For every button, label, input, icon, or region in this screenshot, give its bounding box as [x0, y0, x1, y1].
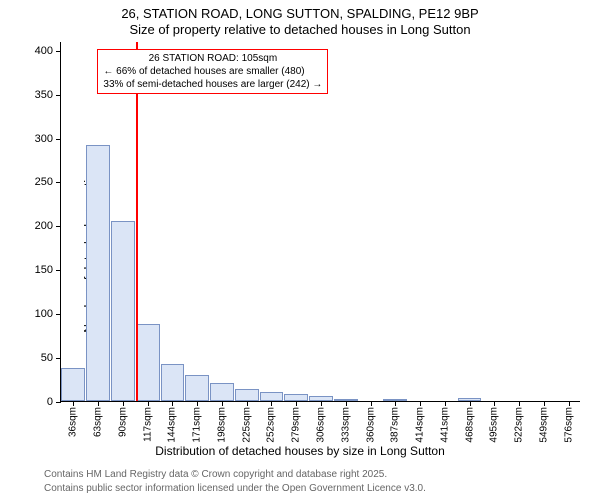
- footer-line-2: Contains public sector information licen…: [44, 483, 426, 494]
- xtick-label: 144sqm: [167, 407, 178, 443]
- histogram-bar: [111, 221, 135, 401]
- title-line-1: 26, STATION ROAD, LONG SUTTON, SPALDING,…: [0, 6, 600, 21]
- callout-text: 33% of semi-detached houses are larger (…: [103, 78, 322, 91]
- xtick-mark: [222, 401, 223, 406]
- xtick-label: 414sqm: [415, 407, 426, 443]
- xtick-mark: [98, 401, 99, 406]
- ytick-label: 300: [35, 133, 53, 145]
- ytick-label: 200: [35, 220, 53, 232]
- footer-line-1: Contains HM Land Registry data © Crown c…: [44, 469, 387, 480]
- xtick-label: 198sqm: [216, 407, 227, 443]
- plot-area: 05010015020025030035040036sqm63sqm90sqm1…: [60, 42, 580, 402]
- chart-container: 26, STATION ROAD, LONG SUTTON, SPALDING,…: [0, 0, 600, 500]
- histogram-bar: [136, 324, 160, 401]
- xtick-label: 36sqm: [68, 407, 79, 437]
- xtick-label: 441sqm: [439, 407, 450, 443]
- xtick-label: 252sqm: [266, 407, 277, 443]
- ytick-mark: [56, 270, 61, 271]
- xtick-mark: [123, 401, 124, 406]
- ytick-label: 400: [35, 45, 53, 57]
- xtick-label: 333sqm: [340, 407, 351, 443]
- xtick-mark: [247, 401, 248, 406]
- xtick-label: 63sqm: [93, 407, 104, 437]
- xtick-mark: [346, 401, 347, 406]
- xtick-mark: [470, 401, 471, 406]
- xtick-mark: [172, 401, 173, 406]
- title-line-2: Size of property relative to detached ho…: [0, 22, 600, 37]
- xtick-mark: [420, 401, 421, 406]
- callout-text: 26 STATION ROAD: 105sqm: [103, 52, 322, 65]
- xtick-mark: [271, 401, 272, 406]
- ytick-mark: [56, 139, 61, 140]
- histogram-bar: [284, 394, 308, 401]
- xtick-mark: [445, 401, 446, 406]
- xtick-label: 279sqm: [291, 407, 302, 443]
- callout-text: ← 66% of detached houses are smaller (48…: [103, 65, 322, 78]
- ytick-label: 0: [47, 396, 53, 408]
- xtick-mark: [296, 401, 297, 406]
- xtick-mark: [519, 401, 520, 406]
- xtick-mark: [321, 401, 322, 406]
- xtick-label: 171sqm: [192, 407, 203, 443]
- histogram-bar: [161, 364, 185, 401]
- ytick-label: 50: [41, 352, 53, 364]
- xtick-mark: [395, 401, 396, 406]
- xtick-label: 90sqm: [117, 407, 128, 437]
- xtick-label: 306sqm: [316, 407, 327, 443]
- histogram-bar: [185, 375, 209, 401]
- xtick-label: 360sqm: [365, 407, 376, 443]
- x-axis-label: Distribution of detached houses by size …: [0, 444, 600, 458]
- plot-inner: 05010015020025030035040036sqm63sqm90sqm1…: [60, 42, 580, 402]
- ytick-mark: [56, 51, 61, 52]
- histogram-bar: [61, 368, 85, 401]
- histogram-bar: [235, 389, 259, 401]
- ytick-label: 350: [35, 89, 53, 101]
- ytick-mark: [56, 402, 61, 403]
- xtick-mark: [371, 401, 372, 406]
- ytick-mark: [56, 226, 61, 227]
- histogram-bar: [260, 392, 284, 401]
- xtick-label: 522sqm: [514, 407, 525, 443]
- xtick-label: 225sqm: [241, 407, 252, 443]
- callout-box: 26 STATION ROAD: 105sqm← 66% of detached…: [97, 49, 328, 94]
- xtick-mark: [494, 401, 495, 406]
- ytick-label: 250: [35, 176, 53, 188]
- xtick-mark: [148, 401, 149, 406]
- marker-line: [136, 42, 138, 401]
- ytick-mark: [56, 95, 61, 96]
- xtick-label: 117sqm: [142, 407, 153, 442]
- xtick-label: 576sqm: [563, 407, 574, 443]
- xtick-mark: [197, 401, 198, 406]
- ytick-label: 150: [35, 264, 53, 276]
- xtick-label: 549sqm: [538, 407, 549, 443]
- xtick-mark: [73, 401, 74, 406]
- xtick-label: 468sqm: [464, 407, 475, 443]
- xtick-mark: [544, 401, 545, 406]
- ytick-label: 100: [35, 308, 53, 320]
- xtick-label: 387sqm: [390, 407, 401, 443]
- ytick-mark: [56, 358, 61, 359]
- histogram-bar: [210, 383, 234, 401]
- histogram-bar: [86, 145, 110, 401]
- xtick-label: 495sqm: [489, 407, 500, 443]
- ytick-mark: [56, 314, 61, 315]
- ytick-mark: [56, 182, 61, 183]
- xtick-mark: [569, 401, 570, 406]
